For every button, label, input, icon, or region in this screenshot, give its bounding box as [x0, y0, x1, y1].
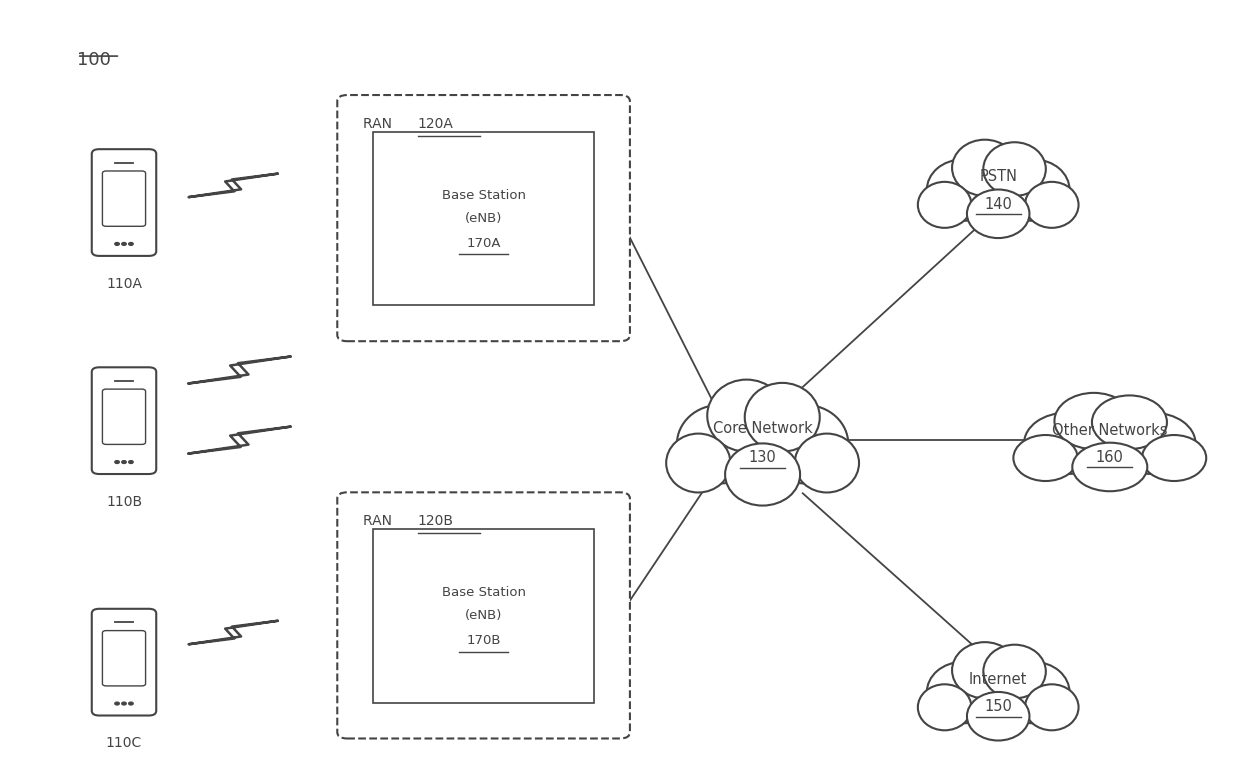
Text: 170B: 170B: [466, 634, 501, 647]
FancyBboxPatch shape: [92, 609, 156, 715]
FancyBboxPatch shape: [337, 95, 630, 341]
Ellipse shape: [952, 642, 1018, 698]
Text: 110C: 110C: [105, 736, 143, 750]
Text: 160: 160: [1096, 449, 1123, 465]
Ellipse shape: [677, 405, 763, 484]
Ellipse shape: [1073, 442, 1147, 492]
Text: Core Network: Core Network: [713, 421, 812, 436]
Circle shape: [115, 702, 119, 705]
Ellipse shape: [998, 662, 1070, 723]
FancyBboxPatch shape: [103, 631, 145, 686]
Circle shape: [122, 242, 126, 245]
Ellipse shape: [1013, 435, 1078, 481]
Ellipse shape: [983, 143, 1045, 196]
Text: 120B: 120B: [418, 514, 454, 528]
Text: 120A: 120A: [418, 117, 454, 131]
Text: Base Station: Base Station: [441, 586, 526, 599]
Text: 110B: 110B: [105, 495, 143, 509]
Circle shape: [129, 242, 133, 245]
Ellipse shape: [1110, 413, 1195, 474]
FancyBboxPatch shape: [92, 150, 156, 256]
FancyBboxPatch shape: [337, 492, 630, 738]
Ellipse shape: [763, 405, 848, 484]
FancyBboxPatch shape: [103, 171, 145, 226]
Ellipse shape: [954, 651, 1043, 728]
FancyBboxPatch shape: [373, 132, 594, 305]
Circle shape: [122, 702, 126, 705]
Ellipse shape: [1025, 182, 1079, 227]
Ellipse shape: [1025, 684, 1079, 730]
Ellipse shape: [1024, 413, 1110, 474]
Ellipse shape: [1092, 396, 1167, 449]
Ellipse shape: [954, 149, 1043, 225]
Ellipse shape: [725, 443, 800, 506]
Ellipse shape: [926, 662, 998, 723]
FancyBboxPatch shape: [92, 368, 156, 474]
Circle shape: [129, 702, 133, 705]
Ellipse shape: [707, 379, 786, 452]
Ellipse shape: [745, 383, 820, 452]
Text: Base Station: Base Station: [441, 189, 526, 202]
Ellipse shape: [918, 182, 971, 227]
Text: PSTN: PSTN: [980, 169, 1017, 185]
Ellipse shape: [967, 692, 1029, 741]
Text: (eNB): (eNB): [465, 212, 502, 225]
Text: 170A: 170A: [466, 237, 501, 250]
Ellipse shape: [952, 139, 1018, 196]
Text: 100: 100: [77, 51, 110, 69]
Ellipse shape: [926, 160, 998, 220]
Ellipse shape: [709, 391, 816, 489]
Ellipse shape: [967, 189, 1029, 238]
Text: RAN: RAN: [363, 514, 397, 528]
Circle shape: [115, 460, 119, 464]
Text: Other Networks: Other Networks: [1052, 422, 1168, 438]
Ellipse shape: [666, 434, 730, 492]
FancyBboxPatch shape: [373, 529, 594, 703]
Text: 140: 140: [985, 196, 1012, 212]
Ellipse shape: [918, 684, 971, 730]
Text: 150: 150: [985, 699, 1012, 714]
Text: 130: 130: [749, 449, 776, 465]
Ellipse shape: [795, 434, 859, 492]
Text: (eNB): (eNB): [465, 609, 502, 622]
Ellipse shape: [1142, 435, 1207, 481]
Ellipse shape: [983, 645, 1045, 698]
Circle shape: [115, 242, 119, 245]
Ellipse shape: [998, 160, 1070, 220]
Ellipse shape: [1056, 402, 1163, 478]
Text: RAN: RAN: [363, 117, 397, 131]
Text: 110A: 110A: [105, 277, 143, 291]
Circle shape: [129, 460, 133, 464]
FancyBboxPatch shape: [103, 390, 145, 444]
Text: Internet: Internet: [968, 671, 1028, 687]
Ellipse shape: [1054, 393, 1133, 449]
Circle shape: [122, 460, 126, 464]
